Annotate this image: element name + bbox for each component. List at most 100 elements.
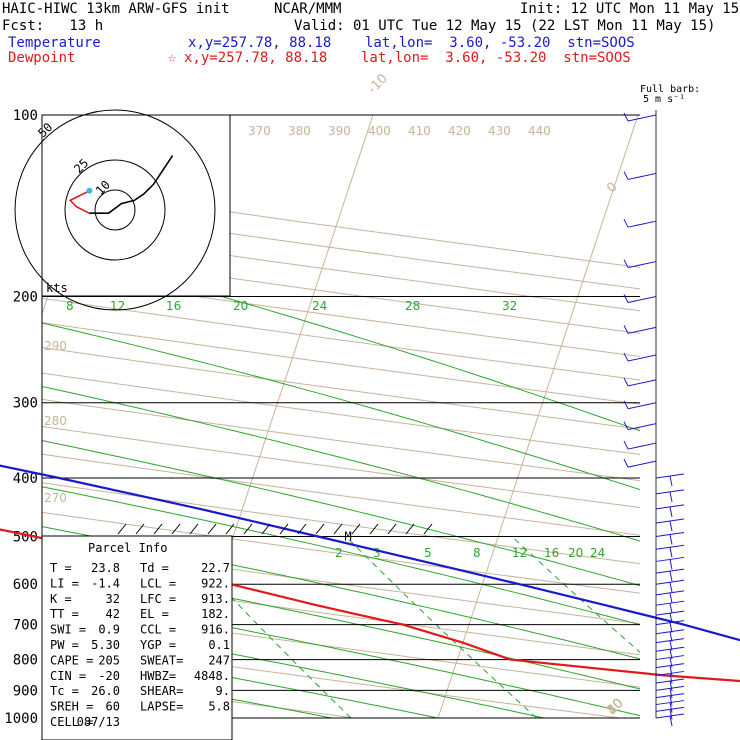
wind-barb bbox=[655, 489, 685, 503]
wind-barb bbox=[623, 440, 657, 450]
wind-barb bbox=[655, 685, 685, 699]
moist-adiabat-line bbox=[42, 618, 545, 718]
pressure-label: 100 bbox=[13, 108, 38, 124]
dry-adiabat-line bbox=[42, 606, 640, 688]
pressure-label: 200 bbox=[13, 290, 38, 306]
parcel-cell: 087/13 bbox=[77, 715, 120, 729]
hatch-mark bbox=[279, 523, 289, 535]
parcel-cell: -1.4 bbox=[91, 576, 120, 590]
wind-barb bbox=[655, 590, 685, 604]
data-point bbox=[317, 535, 319, 538]
parcel-cell: 26.0 bbox=[91, 684, 120, 698]
theta-left-label: 290 bbox=[44, 339, 67, 353]
hatch-mark bbox=[351, 523, 361, 535]
isotherm-label: 0 bbox=[604, 180, 620, 196]
wind-barb bbox=[655, 655, 685, 668]
hodograph-unit: kts bbox=[46, 281, 68, 295]
parcel-info-panel: Parcel Info T = 23.8 Td = 22.7 LI = -1.4 LCL = 9… bbox=[41, 523, 433, 740]
parcel-cell: 5.8 bbox=[208, 700, 230, 714]
dry-adiabat-line bbox=[42, 482, 640, 565]
wind-barb bbox=[623, 294, 657, 304]
wind-barb bbox=[655, 713, 685, 727]
parcel-cell: CELL = bbox=[50, 715, 93, 729]
mixing-ratio-label: 24 bbox=[590, 546, 605, 560]
pressure-label: 300 bbox=[13, 396, 38, 412]
pressure-label: 800 bbox=[13, 653, 38, 669]
parcel-cell: 247 bbox=[208, 653, 230, 667]
moist-adiabat-line bbox=[42, 486, 640, 626]
parcel-cell: 5.30 bbox=[91, 638, 120, 652]
hodograph-start-dot bbox=[86, 187, 93, 194]
parcel-cell: K = bbox=[50, 592, 72, 606]
mixing-ratio-label: 20 bbox=[568, 546, 583, 560]
parcel-cell: -20 bbox=[98, 669, 120, 683]
moist-adiabat-label: 16 bbox=[166, 299, 181, 313]
parcel-frame bbox=[41, 535, 233, 740]
valid-time: Valid: 01 UTC Tue 12 May 15 (22 LST Mon … bbox=[294, 18, 716, 34]
parcel-cell: 0.1 bbox=[208, 638, 230, 652]
wind-barb bbox=[623, 352, 657, 362]
pressure-label: 900 bbox=[13, 683, 38, 699]
theta-label: 410 bbox=[408, 124, 431, 138]
parcel-cell: CAPE = bbox=[50, 653, 93, 667]
hodograph-upper-trace bbox=[89, 155, 174, 214]
model-title: HAIC-HIWC 13km ARW-GFS init bbox=[2, 1, 230, 17]
parcel-cell: 916. bbox=[201, 623, 230, 637]
legend-dewpoint-name: Dewpoint bbox=[8, 50, 76, 66]
dry-adiabat-line bbox=[42, 347, 640, 430]
mixing-ratio-label: 2 bbox=[335, 546, 343, 560]
parcel-cell: SWI = bbox=[50, 623, 86, 637]
data-point bbox=[682, 623, 685, 626]
parcel-cell: 4848. bbox=[194, 669, 230, 683]
mixing-ratio-line bbox=[662, 537, 740, 719]
hatch-mark bbox=[243, 523, 253, 535]
parcel-cell: CIN = bbox=[50, 669, 86, 683]
wind-barb bbox=[623, 171, 657, 180]
legend-dewpoint-info: x,y=257.78, 88.18 lat,lon= 3.60, -53.20 … bbox=[184, 50, 631, 66]
moist-adiabat-label: 24 bbox=[312, 299, 327, 313]
data-point bbox=[199, 508, 201, 510]
data-point bbox=[58, 477, 60, 479]
parcel-cell: SWEAT= bbox=[140, 653, 183, 667]
isotherm-label: 40 bbox=[604, 696, 626, 718]
org-label: NCAR/MMM bbox=[274, 1, 342, 17]
parcel-cell: LCL = bbox=[140, 576, 176, 590]
parcel-cell: 22.7 bbox=[201, 561, 230, 575]
data-point bbox=[663, 674, 665, 677]
theta-label: 390 bbox=[328, 124, 351, 138]
legend-temperature-name: Temperature bbox=[8, 35, 101, 51]
hatch-mark bbox=[153, 523, 163, 535]
hatch-mark bbox=[423, 523, 433, 535]
hatch-mark bbox=[315, 523, 325, 535]
parcel-cell: 205 bbox=[98, 653, 120, 667]
parcel-cell: CCL = bbox=[140, 623, 176, 637]
parcel-cell: Td = bbox=[140, 561, 169, 575]
moist-adiabat-label: 8 bbox=[66, 299, 74, 313]
wind-barb bbox=[655, 473, 685, 487]
star-icon: ☆ bbox=[168, 50, 177, 66]
parcel-cell: TT = bbox=[50, 607, 79, 621]
data-point bbox=[518, 583, 521, 585]
wind-barb bbox=[655, 610, 685, 624]
parcel-cell: 32 bbox=[106, 592, 120, 606]
legend-temperature-info: x,y=257.78, 88.18 lat,lon= 3.60, -53.20 … bbox=[188, 35, 635, 51]
parcel-cell: Tc = bbox=[50, 684, 79, 698]
moist-adiabat-label: 32 bbox=[502, 299, 517, 313]
wind-barb bbox=[655, 663, 685, 676]
parcel-cell: SHEAR= bbox=[140, 684, 183, 698]
hatch-mark bbox=[405, 523, 415, 535]
wind-barb bbox=[655, 629, 685, 642]
theta-left-label: 280 bbox=[44, 414, 67, 428]
data-point bbox=[315, 604, 318, 606]
pressure-label: 600 bbox=[13, 577, 38, 593]
data-point bbox=[604, 604, 607, 606]
hatch-mark bbox=[117, 523, 127, 535]
m-marker: M bbox=[345, 529, 352, 543]
wind-barb bbox=[623, 458, 657, 468]
theta-label: 370 bbox=[248, 124, 271, 138]
parcel-cell: 9. bbox=[216, 684, 230, 698]
dry-adiabat-line bbox=[42, 297, 640, 381]
wind-barb bbox=[623, 259, 657, 269]
parcel-cell: HWBZ= bbox=[140, 669, 176, 683]
